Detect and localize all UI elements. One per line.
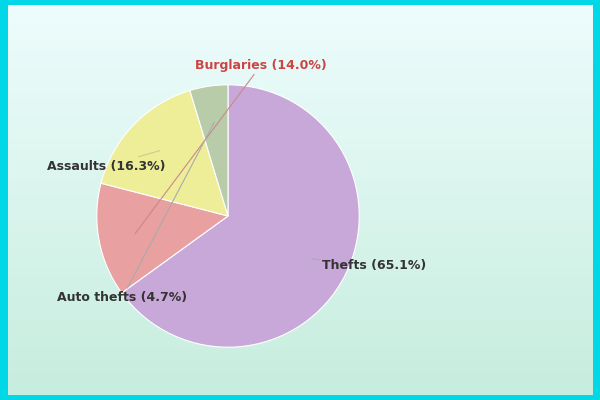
FancyBboxPatch shape <box>8 5 592 395</box>
Wedge shape <box>97 183 228 293</box>
Text: Burglaries (14.0%): Burglaries (14.0%) <box>135 59 327 234</box>
Text: ⓘ City-Data.com: ⓘ City-Data.com <box>478 50 573 63</box>
Text: Auto thefts (4.7%): Auto thefts (4.7%) <box>58 122 214 304</box>
Wedge shape <box>101 90 228 216</box>
Wedge shape <box>122 85 359 347</box>
Wedge shape <box>190 85 228 216</box>
Text: Crimes by type - 2019: Crimes by type - 2019 <box>171 14 429 34</box>
Text: Thefts (65.1%): Thefts (65.1%) <box>312 259 427 272</box>
Text: Assaults (16.3%): Assaults (16.3%) <box>47 151 166 173</box>
